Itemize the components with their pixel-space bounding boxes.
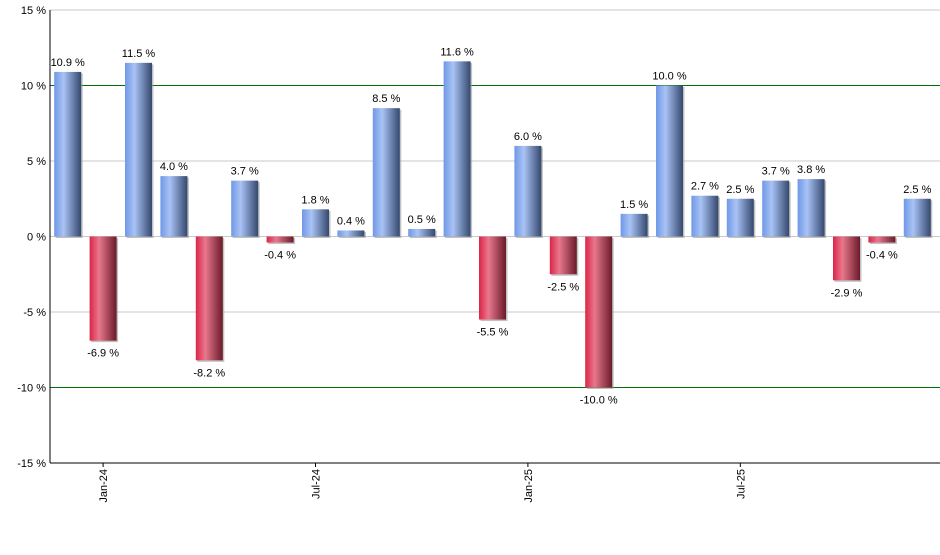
x-tick-label: Jul-24	[311, 469, 323, 499]
data-label: 1.5 %	[620, 199, 648, 211]
data-label: -5.5 %	[477, 327, 509, 339]
x-tick-label: Jan-25	[523, 469, 535, 503]
bar	[762, 180, 790, 237]
y-tick-label: 5 %	[27, 156, 46, 168]
x-tick-label: Jan-24	[98, 469, 110, 503]
data-label: 2.7 %	[691, 181, 719, 193]
bar	[797, 179, 825, 237]
bar	[443, 61, 471, 237]
bar	[868, 236, 896, 243]
data-label: 11.5 %	[122, 48, 156, 60]
data-label: -10.0 %	[580, 395, 618, 407]
bar	[549, 236, 577, 275]
bars	[54, 61, 933, 389]
data-label: 2.5 %	[903, 184, 931, 196]
bar	[266, 236, 294, 243]
data-label: 0.4 %	[337, 215, 365, 227]
bar	[691, 195, 719, 237]
y-tick-label: -5 %	[23, 307, 46, 319]
bar	[195, 236, 223, 361]
bar	[160, 176, 188, 237]
data-label: 6.0 %	[514, 131, 542, 143]
y-tick-label: 0 %	[27, 232, 46, 244]
data-label: 8.5 %	[372, 93, 400, 105]
data-labels: 10.9 % -6.9 % 11.5 % 4.0 % -8.2 % 3.7 % -0.4 %…	[51, 46, 932, 406]
data-label: -0.4 %	[264, 250, 296, 262]
axes: 15 % 10 % 5 % 0 % -5 % -10 % -15 % Jan-24 Jul-24…	[17, 5, 940, 503]
bar	[408, 228, 436, 237]
data-label: 3.7 %	[762, 166, 790, 178]
y-tick-label: -15 %	[17, 458, 46, 470]
y-tick-label: 15 %	[21, 5, 46, 17]
bar	[231, 180, 259, 237]
bar	[337, 230, 365, 237]
bar	[89, 236, 117, 341]
data-label: -8.2 %	[193, 367, 225, 379]
data-label: 10.9 %	[51, 57, 85, 69]
bar	[514, 145, 542, 237]
data-label: -2.5 %	[547, 281, 579, 293]
data-label: -2.9 %	[831, 287, 863, 299]
data-label: 2.5 %	[726, 184, 754, 196]
y-tick-label: -10 %	[17, 383, 46, 395]
bar	[585, 236, 613, 388]
bar	[903, 198, 931, 237]
data-label: -0.4 %	[866, 250, 898, 262]
x-tick-label: Jul-25	[735, 469, 747, 499]
bar	[302, 209, 329, 237]
data-label: 1.8 %	[301, 194, 329, 206]
data-label: 11.6 %	[440, 46, 474, 58]
data-label: 3.8 %	[797, 164, 825, 176]
data-label: 0.5 %	[408, 214, 436, 226]
bar	[479, 236, 506, 320]
y-tick-label: 10 %	[21, 81, 46, 93]
data-label: 3.7 %	[231, 166, 259, 178]
data-label: 10.0 %	[652, 71, 686, 83]
bar	[833, 236, 860, 281]
bar	[656, 85, 683, 237]
data-label: -6.9 %	[87, 348, 119, 360]
bar	[726, 198, 754, 237]
bar	[54, 71, 82, 237]
data-label: 4.0 %	[160, 161, 188, 173]
bar	[620, 213, 648, 237]
bar	[125, 62, 152, 237]
bar	[372, 108, 400, 237]
